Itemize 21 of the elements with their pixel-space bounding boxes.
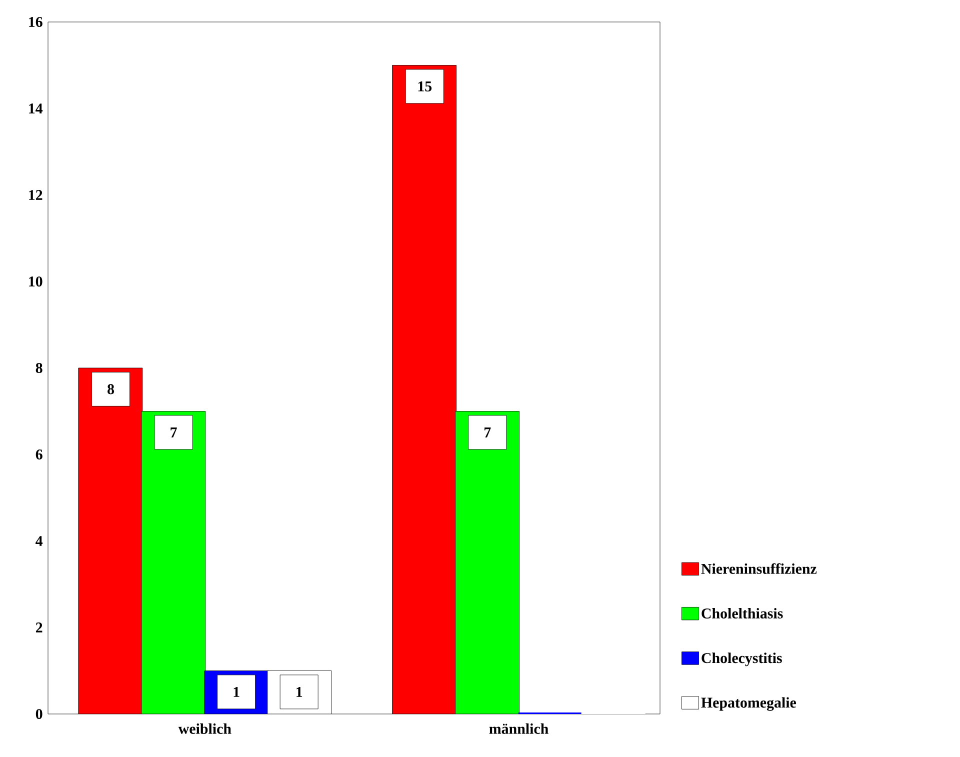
- data-label: 8: [108, 384, 114, 394]
- legend-label: Cholelthiasis: [702, 608, 783, 619]
- x-tick-label: weiblich: [178, 723, 232, 734]
- legend-label: Hepatomegalie: [701, 697, 796, 711]
- x-tick-label: männlich: [489, 723, 548, 734]
- legend-label: Cholecystitis: [702, 652, 782, 666]
- legend-label: Niereninsuffizienz: [701, 563, 817, 574]
- data-label: 1: [234, 687, 240, 697]
- data-label: 7: [170, 428, 177, 438]
- data-label: 7: [484, 428, 491, 438]
- y-tick-label: 6: [36, 449, 42, 460]
- data-label: 1: [296, 687, 302, 697]
- y-tick-label: 14: [29, 104, 43, 114]
- y-tick-label: 0: [36, 708, 42, 720]
- y-tick-label: 2: [36, 622, 42, 632]
- y-tick-label: 12: [29, 190, 42, 200]
- y-tick-label: 8: [36, 362, 42, 374]
- data-label: 15: [418, 81, 432, 92]
- y-tick-label: 4: [36, 536, 43, 546]
- y-tick-label: 10: [29, 276, 42, 287]
- y-tick-label: 16: [29, 16, 42, 27]
